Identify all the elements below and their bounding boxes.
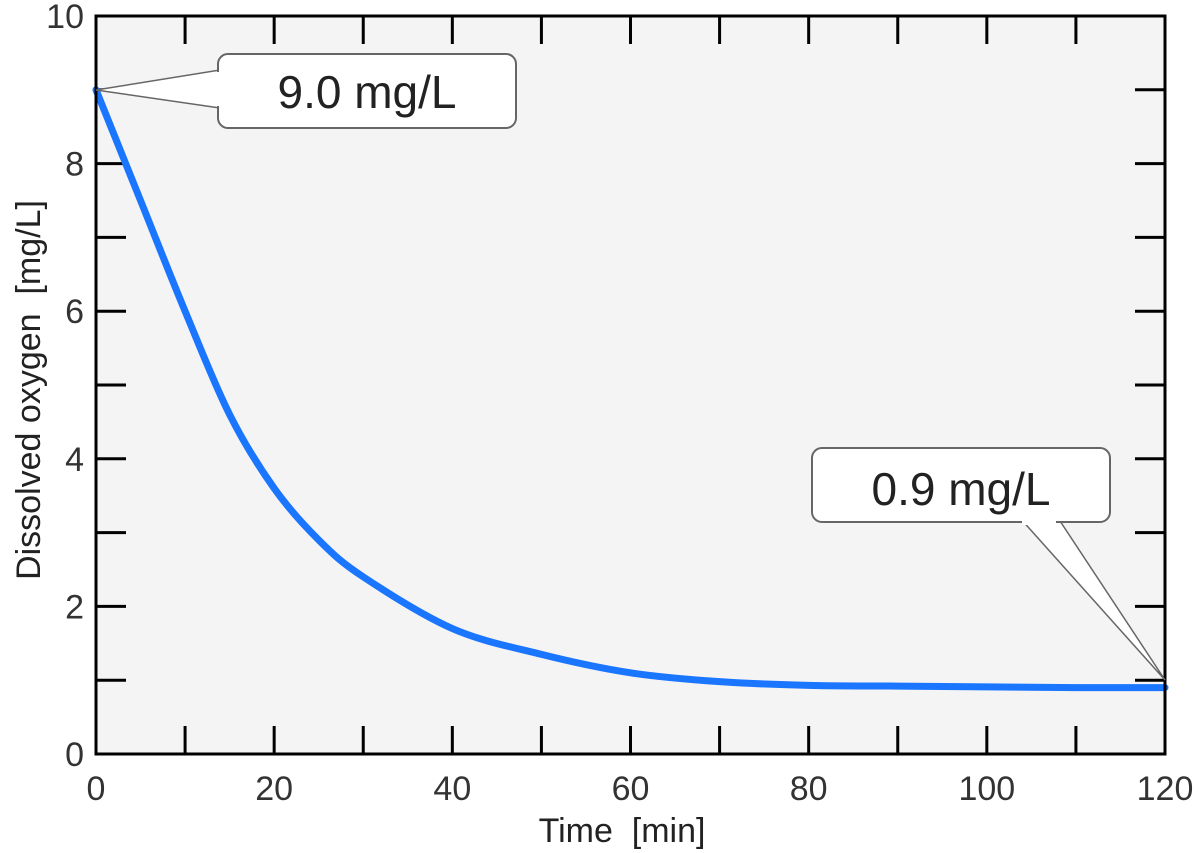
y-tick-label: 4 <box>65 441 84 479</box>
x-tick-label: 120 <box>1137 770 1194 808</box>
x-tick-label: 60 <box>612 770 650 808</box>
tick-labels: 0 20 40 60 80 100 120 0 2 4 6 8 10 <box>46 0 1193 808</box>
callout-end: 0.9 mg/L <box>811 447 1166 681</box>
y-axis-label: Dissolved oxygen [mg/L] <box>10 200 48 580</box>
x-axis-label: Time [min] <box>539 812 706 850</box>
y-tick-label: 10 <box>46 0 84 36</box>
x-tick-label: 40 <box>433 770 471 808</box>
x-tick-label: 100 <box>958 770 1015 808</box>
y-tick-label: 2 <box>65 588 84 626</box>
callout-start: 9.0 mg/L <box>95 53 517 129</box>
y-tick-label: 0 <box>65 736 84 774</box>
data-line <box>92 86 1169 692</box>
x-tick-label: 80 <box>790 770 828 808</box>
plot-background <box>96 16 1165 754</box>
tick-marks <box>94 14 1167 756</box>
callout-end-box <box>811 447 1111 523</box>
callout-end-text: 0.9 mg/L <box>872 463 1051 515</box>
callout-start-text: 9.0 mg/L <box>278 66 457 118</box>
y-tick-label: 8 <box>65 146 84 184</box>
y-tick-label: 6 <box>65 293 84 331</box>
x-tick-label: 20 <box>255 770 293 808</box>
plot-frame <box>94 14 1167 756</box>
x-tick-label: 0 <box>87 770 106 808</box>
